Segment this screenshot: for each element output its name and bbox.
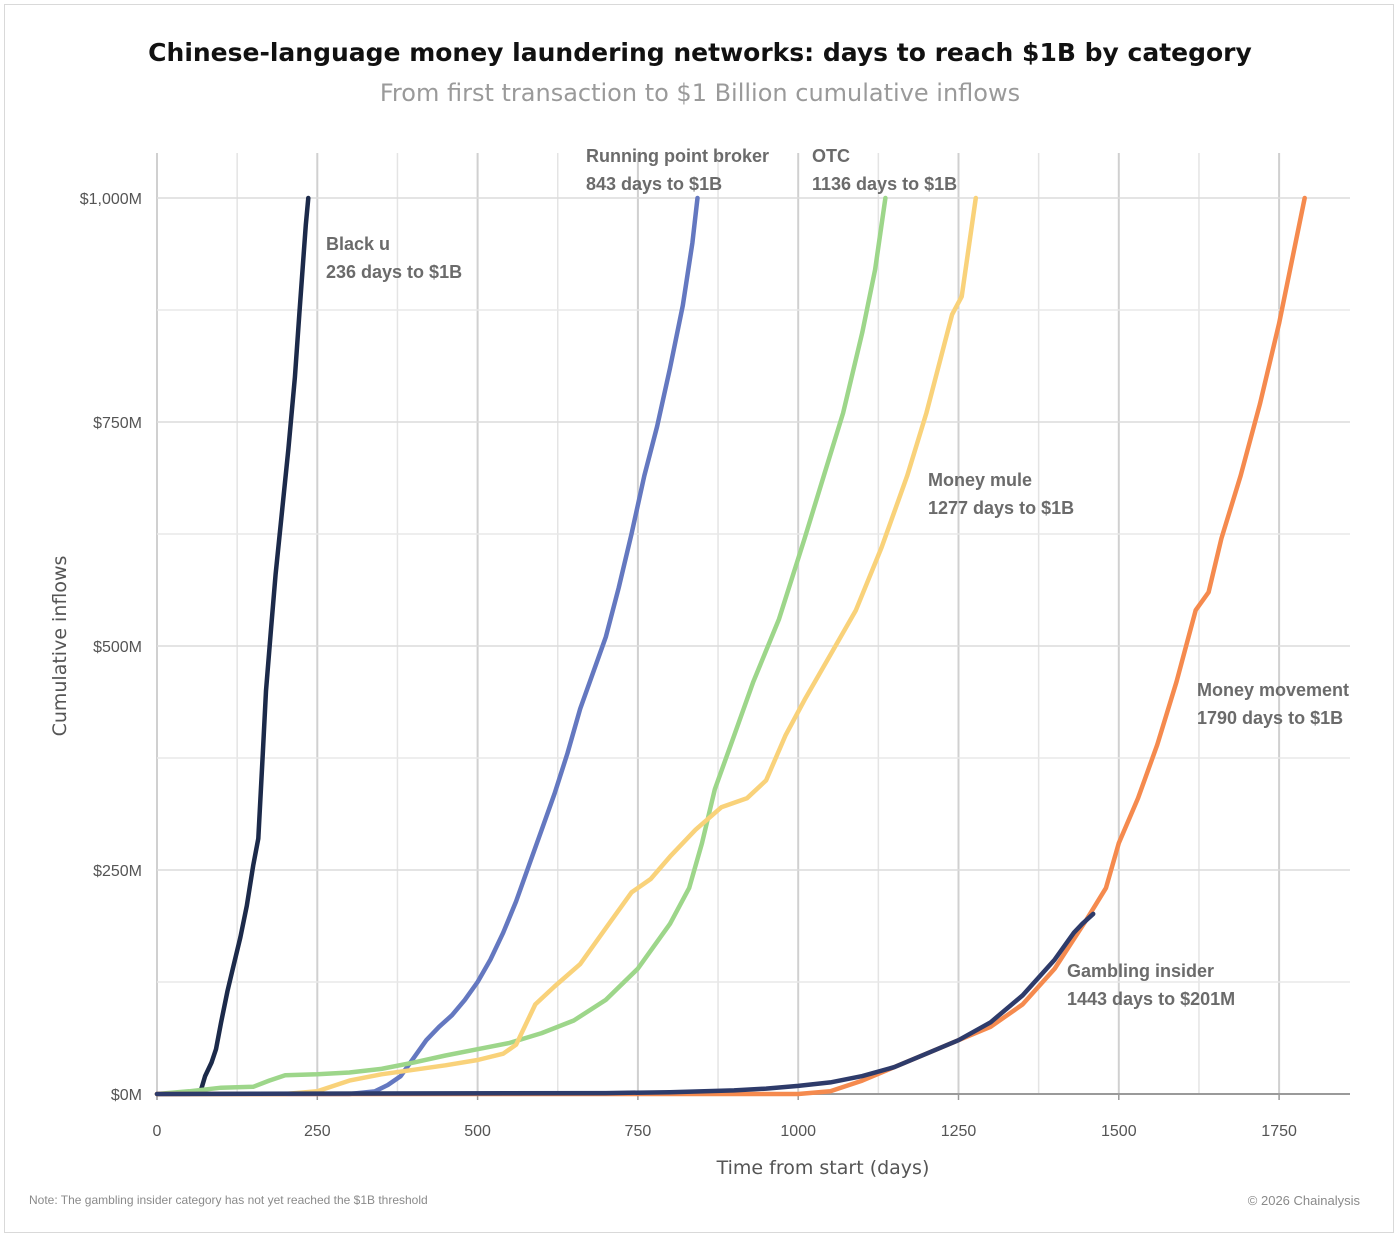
series-line-gambling-insider	[154, 911, 1096, 1097]
y-axis-ticks: $0M $250M $500M $750M $1,000M	[80, 191, 142, 1104]
footnote: Note: The gambling insider category has …	[29, 1193, 428, 1207]
series-line-otc	[154, 195, 888, 1097]
x-tick-label: 1000	[780, 1123, 816, 1140]
x-tick-label: 0	[153, 1123, 162, 1140]
annotation-black-u: Black u 236 days to $1B	[326, 234, 462, 282]
y-tick-label: $750M	[93, 415, 142, 432]
chart-frame	[4, 4, 1394, 1233]
x-tick-label: 1250	[941, 1123, 977, 1140]
chart-title: Chinese-language money laundering networ…	[148, 38, 1252, 67]
annotation-line: 236 days to $1B	[326, 262, 462, 282]
x-tick-label: 500	[464, 1123, 491, 1140]
y-tick-label: $1,000M	[80, 191, 142, 208]
series-line-black-u	[154, 195, 311, 1097]
y-tick-label: $0M	[111, 1087, 142, 1104]
series-line-money-mule	[154, 195, 979, 1097]
y-axis-title: Cumulative inflows	[49, 556, 71, 737]
annotation-gambling-insider: Gambling insider 1443 days to $201M	[1067, 961, 1235, 1009]
copyright: © 2026 Chainalysis	[1247, 1193, 1360, 1208]
annotation-line: OTC	[812, 146, 850, 166]
annotation-line: Gambling insider	[1067, 961, 1214, 981]
x-tick-label: 750	[625, 1123, 652, 1140]
series-lines	[154, 195, 1307, 1097]
x-tick-label: 1500	[1101, 1123, 1137, 1140]
chart-subtitle: From first transaction to $1 Billion cum…	[379, 79, 1021, 107]
annotation-running-point-broker: Running point broker 843 days to $1B	[586, 146, 769, 194]
x-axis-title: Time from start (days)	[716, 1157, 930, 1179]
annotation-line: 1443 days to $201M	[1067, 989, 1235, 1009]
x-tick-label: 1750	[1261, 1123, 1297, 1140]
grid-lines	[156, 153, 1350, 1095]
annotation-line: Money movement	[1197, 680, 1349, 700]
y-tick-label: $500M	[93, 639, 142, 656]
annotation-line: Money mule	[928, 470, 1032, 490]
annotation-line: 1790 days to $1B	[1197, 708, 1343, 728]
annotation-otc: OTC 1136 days to $1B	[812, 146, 957, 194]
annotation-money-movement: Money movement 1790 days to $1B	[1197, 680, 1349, 728]
annotation-line: 1277 days to $1B	[928, 498, 1074, 518]
annotation-line: 1136 days to $1B	[812, 174, 957, 194]
annotation-line: 843 days to $1B	[586, 174, 722, 194]
x-axis-ticks: 0 250 500 750 1000 1250 1500 1750	[153, 1094, 1297, 1140]
y-tick-label: $250M	[93, 863, 142, 880]
annotation-money-mule: Money mule 1277 days to $1B	[928, 470, 1074, 518]
series-annotations: Black u 236 days to $1B Running point brok…	[326, 146, 1349, 1009]
x-tick-label: 250	[304, 1123, 331, 1140]
annotation-line: Black u	[326, 234, 390, 254]
annotation-line: Running point broker	[586, 146, 769, 166]
